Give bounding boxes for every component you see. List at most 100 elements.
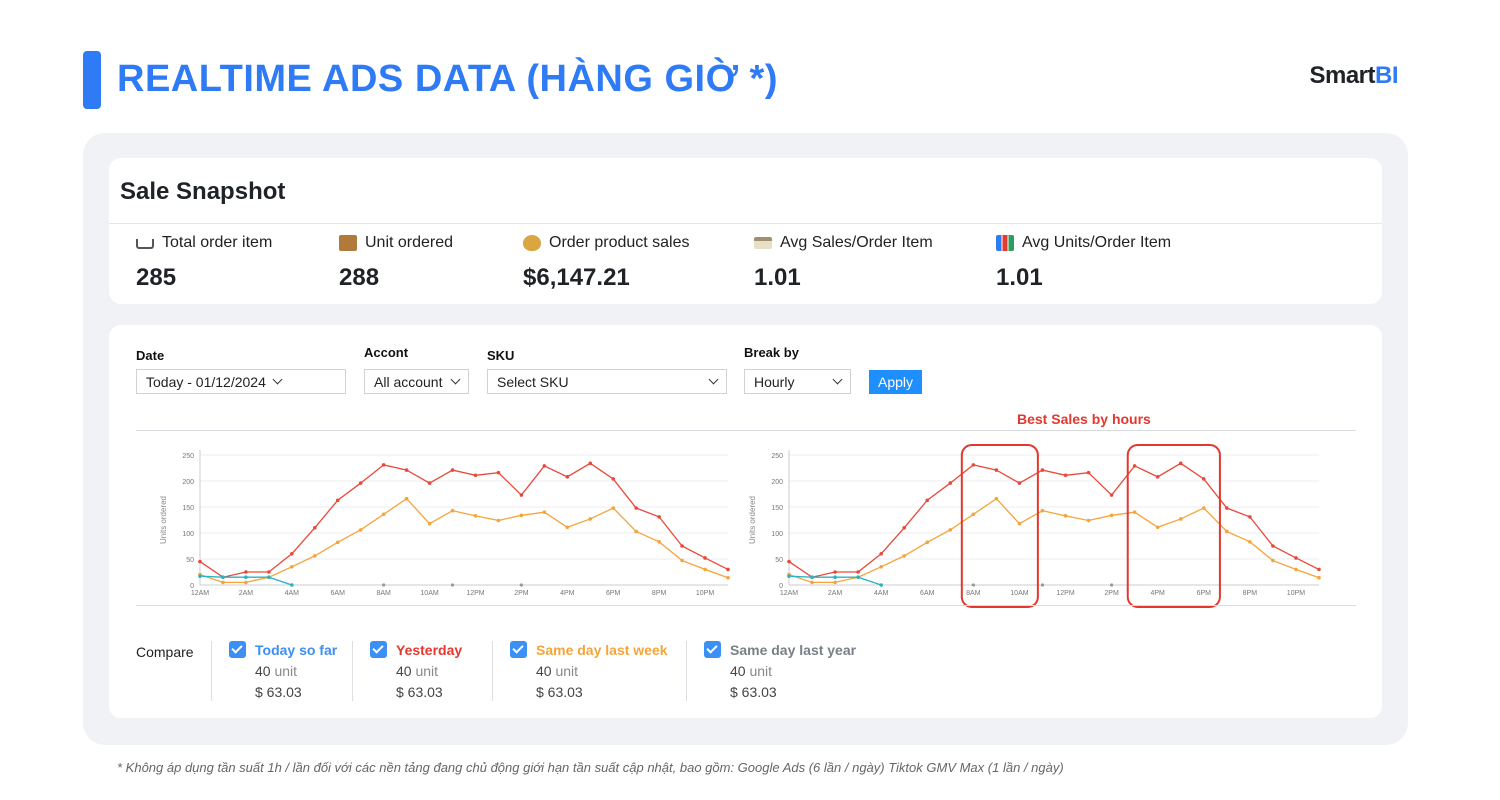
compare-unit-word: unit — [749, 663, 773, 679]
date-picker-value: Today - 01/12/2024 — [146, 373, 266, 390]
data-point — [198, 559, 202, 564]
data-point — [1040, 468, 1045, 472]
compare-label: Compare — [136, 644, 194, 660]
data-point — [427, 481, 432, 485]
sku-filter-label: SKU — [487, 348, 515, 363]
data-point — [358, 528, 363, 532]
brand-logo: SmartBI — [1309, 62, 1398, 90]
baseline-marker — [971, 583, 975, 587]
x-tick-label: 10AM — [420, 590, 438, 597]
data-point — [634, 529, 638, 534]
y-tick-label: 50 — [775, 557, 783, 564]
x-tick-label: 12PM — [466, 590, 484, 597]
x-tick-label: 4PM — [1150, 590, 1165, 597]
checkbox[interactable] — [370, 641, 387, 658]
data-point — [404, 496, 409, 501]
compare-yesterday[interactable]: Yesterday 40 unit $ 63.03 — [370, 641, 462, 700]
compare-unit-word: unit — [274, 663, 298, 679]
money-bag-icon — [523, 235, 541, 251]
data-point — [1317, 567, 1321, 572]
compare-units: 40 — [730, 663, 746, 679]
checkbox[interactable] — [229, 641, 246, 658]
y-axis-label: Units ordered — [749, 496, 757, 544]
data-point — [1109, 513, 1114, 518]
account-select-value: All account — [374, 373, 443, 390]
data-point — [1086, 518, 1091, 523]
metric-label: Avg Units/Order Item — [1022, 234, 1172, 251]
metric-total-order-item: Total order item 285 — [136, 234, 272, 292]
x-tick-label: 2PM — [514, 590, 529, 597]
data-point — [902, 526, 907, 530]
compare-amount: $ 63.03 — [255, 684, 302, 700]
metric-avg-units-order-item: Avg Units/Order Item 1.01 — [996, 234, 1171, 292]
best-sales-highlight-box — [1126, 444, 1221, 608]
data-point — [1294, 567, 1298, 572]
data-point — [290, 565, 294, 569]
sku-select[interactable]: Select SKU — [487, 369, 727, 394]
checkbox[interactable] — [510, 641, 527, 658]
apply-button[interactable]: Apply — [869, 370, 922, 394]
data-point — [1063, 473, 1068, 478]
bar-chart-icon — [996, 235, 1014, 251]
chart-bottom-divider — [136, 605, 1356, 606]
data-point — [971, 512, 976, 517]
data-point — [925, 498, 930, 503]
data-point — [1132, 464, 1137, 468]
units-ordered-chart-left: 0 50 100 150 200 250 12AM 2AM 4AM 6AM 8AM 10AM 12PM 2… — [159, 450, 730, 597]
x-tick-label: 8PM — [1243, 590, 1258, 597]
data-point — [450, 468, 455, 472]
baseline-marker — [450, 583, 455, 587]
footnote: * Không áp dụng tần suất 1h / lần đối vớ… — [117, 760, 1064, 775]
data-point — [221, 575, 225, 579]
best-sales-label: Best Sales by hours — [1017, 411, 1151, 427]
data-point — [703, 556, 707, 560]
compare-name: Yesterday — [396, 641, 463, 658]
data-point — [787, 559, 791, 564]
data-point — [1017, 521, 1022, 526]
x-tick-label: 12PM — [1056, 590, 1074, 597]
compare-unit-word: unit — [415, 663, 439, 679]
data-point — [312, 554, 317, 558]
data-point — [1017, 481, 1022, 485]
metric-avg-sales-order-item: Avg Sales/Order Item 1.01 — [754, 234, 933, 292]
data-point — [267, 575, 271, 579]
compare-today[interactable]: Today so far 40 unit $ 63.03 — [229, 641, 337, 700]
series-line-1 — [788, 497, 1320, 584]
metric-value: $6,147.21 — [523, 264, 630, 291]
date-picker[interactable]: Today - 01/12/2024 — [136, 369, 346, 394]
data-point — [542, 510, 547, 514]
data-point — [611, 506, 616, 510]
data-point — [634, 506, 638, 510]
data-point — [358, 481, 363, 485]
account-select[interactable]: All account — [364, 369, 469, 394]
data-point — [1317, 575, 1321, 580]
compare-separator — [211, 641, 212, 701]
sales-chart-panel: Date Today - 01/12/2024 Accont All accou… — [109, 325, 1382, 718]
y-axis-label: Units ordered — [159, 496, 168, 544]
page-title: REALTIME ADS DATA (HÀNG GIỜ *) — [117, 58, 778, 100]
compare-name: Today so far — [255, 641, 338, 658]
data-point — [542, 464, 547, 468]
account-filter-label: Accont — [364, 345, 409, 360]
data-point — [335, 498, 340, 503]
x-tick-label: 4AM — [285, 590, 300, 597]
compare-units: 40 — [536, 663, 552, 679]
metric-label: Total order item — [162, 234, 273, 251]
break-by-select[interactable]: Hourly — [744, 369, 851, 394]
data-point — [833, 575, 837, 579]
data-point — [1201, 506, 1206, 510]
metric-order-product-sales: Order product sales $6,147.21 — [523, 234, 690, 292]
data-point — [1109, 493, 1114, 497]
data-point — [810, 575, 814, 579]
data-point — [657, 515, 661, 519]
compare-last-week[interactable]: Same day last week 40 unit $ 63.03 — [510, 641, 668, 700]
x-tick-label: 4PM — [560, 590, 575, 597]
baseline-marker — [382, 583, 386, 587]
snapshot-divider — [109, 223, 1382, 224]
data-point — [198, 574, 202, 578]
data-point — [290, 583, 294, 587]
checkbox[interactable] — [704, 641, 721, 658]
compare-amount: $ 63.03 — [396, 684, 443, 700]
data-point — [290, 552, 294, 556]
compare-last-year[interactable]: Same day last year 40 unit $ 63.03 — [704, 641, 856, 700]
